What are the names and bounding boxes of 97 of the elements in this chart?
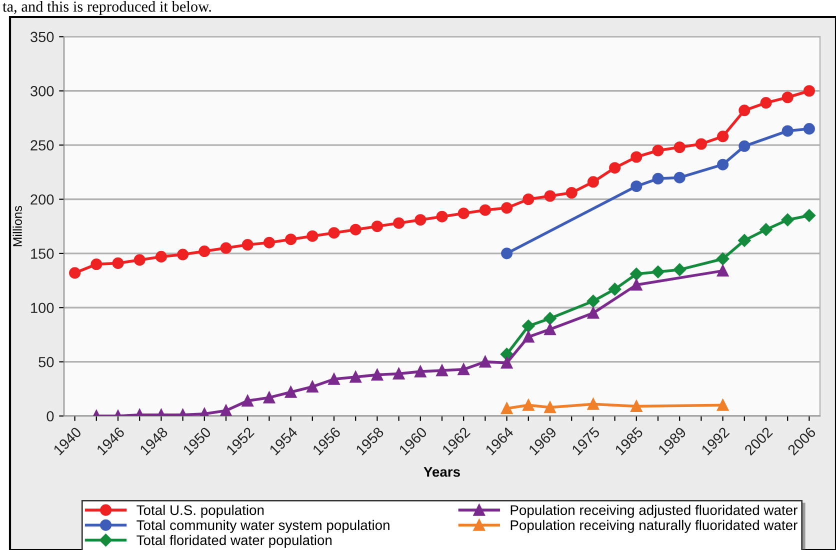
point [306, 230, 318, 242]
x-axis-title: Years [424, 467, 460, 477]
point [738, 140, 750, 152]
point [414, 366, 426, 378]
point [544, 312, 556, 325]
point [220, 404, 232, 416]
point [544, 324, 556, 336]
point [155, 250, 167, 262]
point [393, 217, 405, 229]
point [522, 320, 535, 332]
point [436, 210, 448, 222]
point [803, 123, 815, 135]
point [716, 252, 730, 266]
point [500, 348, 514, 361]
y-axis-title: Millions [12, 206, 22, 246]
point [501, 402, 513, 414]
point [630, 180, 642, 192]
point [608, 282, 622, 296]
point [328, 227, 340, 239]
point [803, 85, 815, 97]
y-tick-label: 200 [30, 194, 54, 205]
point [458, 208, 470, 220]
point [717, 158, 729, 170]
text: ta, and this is reproduced it below. [2, 1, 211, 15]
y-tick-label: 250 [30, 140, 54, 150]
point [760, 223, 772, 236]
legend-label: Total community water system population [136, 520, 390, 533]
point [760, 97, 772, 109]
legend-label: Total U.S. population [136, 504, 264, 518]
point [630, 279, 642, 291]
point [501, 357, 513, 369]
point [242, 395, 254, 407]
point [220, 242, 232, 254]
y-tick-label: 100 [31, 302, 54, 314]
point [738, 104, 750, 116]
point [414, 214, 426, 226]
point [587, 176, 599, 188]
point [586, 294, 600, 308]
y-tick-label: 50 [38, 356, 54, 368]
point [306, 380, 318, 393]
point [630, 268, 643, 280]
point [350, 371, 362, 383]
point [566, 186, 578, 199]
point [263, 392, 275, 404]
point [263, 236, 275, 248]
point [285, 234, 297, 246]
point [479, 204, 491, 216]
point [90, 258, 102, 270]
point [436, 364, 448, 376]
point [630, 400, 642, 412]
point [501, 248, 513, 260]
point [717, 399, 729, 411]
y-tick-label: 0 [46, 411, 54, 422]
point [350, 224, 362, 236]
point [717, 265, 729, 277]
legend-label: Population receiving naturally fluoridated water [510, 520, 798, 533]
point [652, 144, 664, 156]
point [782, 92, 794, 104]
point [544, 402, 556, 414]
point [393, 368, 405, 380]
point [522, 193, 534, 206]
point [652, 172, 664, 184]
y-tick-label: 350 [30, 32, 54, 42]
point [782, 125, 794, 137]
point [630, 151, 642, 163]
legend-label: Population receiving adjusted fluoridated water [510, 504, 798, 518]
point [328, 373, 340, 385]
point [673, 263, 686, 276]
point [134, 254, 146, 266]
point [781, 214, 794, 226]
point [285, 386, 297, 398]
point [544, 190, 556, 202]
point [501, 202, 513, 214]
point [674, 172, 686, 184]
point [522, 399, 534, 411]
point [177, 248, 189, 260]
point [522, 331, 534, 343]
y-tick-label: 300 [30, 86, 54, 96]
point [112, 257, 124, 269]
point [371, 369, 383, 381]
point [738, 234, 751, 247]
point [242, 239, 254, 251]
point [674, 141, 686, 154]
point [695, 138, 707, 150]
point [371, 220, 383, 232]
point [587, 398, 599, 410]
point [802, 209, 816, 222]
point [717, 130, 729, 142]
legend-label: Total floridated water population [136, 534, 332, 548]
point [652, 266, 664, 278]
point [69, 267, 81, 279]
point [587, 307, 599, 319]
y-tick-label: 150 [31, 248, 54, 259]
point [479, 356, 491, 368]
point [198, 246, 210, 258]
point [458, 364, 470, 376]
point [609, 162, 621, 174]
